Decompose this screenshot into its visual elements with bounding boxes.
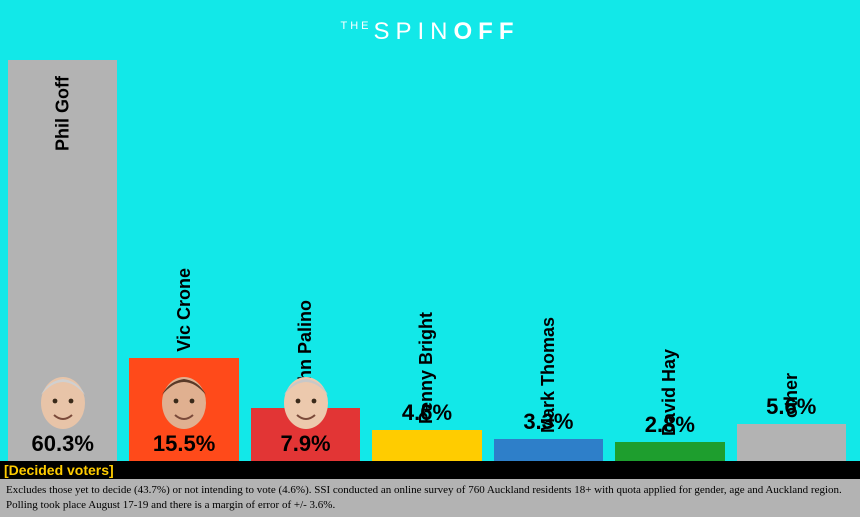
header: THESPINOFF — [0, 18, 860, 46]
bar-value: 15.5% — [153, 431, 215, 457]
bar-slot: 5.6%other — [737, 60, 846, 461]
chart-canvas: THESPINOFF 60.3% Phil Goff Vic Crone 15.5%… — [0, 0, 860, 517]
bar-slot: Vic Crone 15.5% — [129, 60, 238, 461]
bar-slot: 3.3%Mark Thomas — [494, 60, 603, 461]
footnote-text: Excludes those yet to decide (43.7%) or … — [6, 484, 842, 511]
bar-rect: 7.9% — [251, 408, 360, 461]
bar-rect — [494, 439, 603, 461]
bar-label: Penny Bright — [416, 312, 437, 424]
footer-strip: [Decided voters] — [0, 461, 860, 479]
chart-area: 60.3% Phil Goff Vic Crone 15.5% John Palin… — [0, 60, 860, 461]
bar-slot: John Palino7.9% — [251, 60, 360, 461]
bar-label: Mark Thomas — [538, 317, 559, 433]
logo-word-bold: OFF — [454, 18, 520, 45]
candidate-avatar — [271, 363, 341, 433]
bar-slot: 60.3% Phil Goff — [8, 60, 117, 461]
bar-slot: 2.8%David Hay — [615, 60, 724, 461]
bar-label: Phil Goff — [52, 76, 73, 151]
logo-prefix: THE — [340, 20, 371, 32]
bar-rect: 60.3% Phil Goff — [8, 60, 117, 461]
footer-strip-text: [Decided voters] — [4, 462, 114, 478]
bar-rect — [737, 424, 846, 461]
bar-value: 60.3% — [32, 431, 94, 457]
logo-word-light: SPIN — [373, 18, 453, 45]
bar-rect — [615, 442, 724, 461]
bar-value: 7.9% — [280, 431, 330, 457]
bar-label: other — [781, 373, 802, 418]
bars-container: 60.3% Phil Goff Vic Crone 15.5% John Palin… — [0, 60, 860, 461]
bar-rect: 15.5% — [129, 358, 238, 461]
spinoff-logo: THESPINOFF — [340, 18, 519, 46]
bar-label: David Hay — [659, 349, 680, 436]
bar-slot: 4.6%Penny Bright — [372, 60, 481, 461]
bar-label: Vic Crone — [174, 268, 195, 352]
bar-rect — [372, 430, 481, 461]
candidate-avatar — [28, 363, 98, 433]
candidate-avatar — [149, 363, 219, 433]
footnote: Excludes those yet to decide (43.7%) or … — [6, 483, 854, 513]
